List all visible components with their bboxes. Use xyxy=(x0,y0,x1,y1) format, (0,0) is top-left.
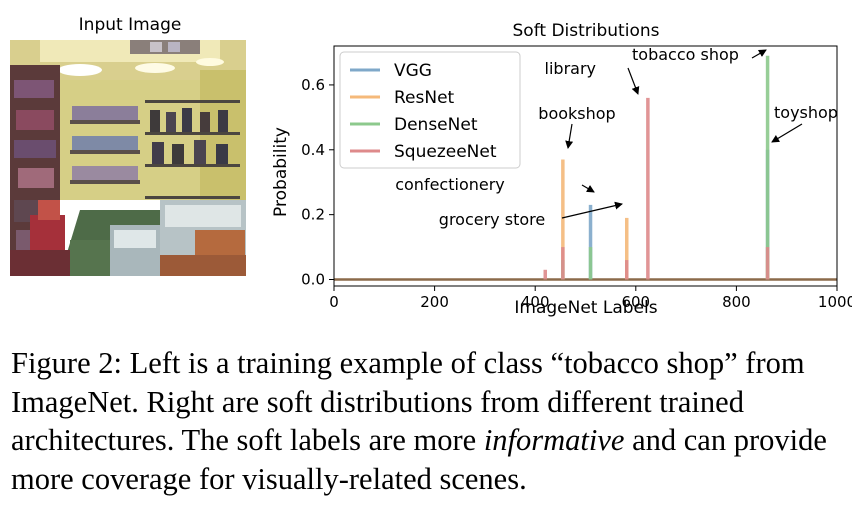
shop-interior-photo xyxy=(10,40,246,276)
plot-frame xyxy=(333,45,838,287)
y-tick-label: 0.2 xyxy=(301,206,325,224)
input-image-title: Input Image xyxy=(78,15,182,35)
x-tick-label: 200 xyxy=(420,293,449,311)
series-densenet xyxy=(561,55,770,280)
caption-text-start: Figure 2: Left is a training example of … xyxy=(11,346,805,457)
chart-annotations: library tobacco shop bookshop toyshop confec… xyxy=(395,45,838,229)
y-tick-label: 0.0 xyxy=(301,271,325,289)
annotation-label: toyshop xyxy=(774,103,838,122)
y-tick-label: 0.6 xyxy=(301,76,325,94)
y-tick-label: 0.4 xyxy=(301,141,325,159)
annotation-label: bookshop xyxy=(538,104,615,123)
x-tick-label: 600 xyxy=(621,293,650,311)
annotation-label: tobacco shop xyxy=(632,45,739,64)
annotation-arrow xyxy=(771,123,803,143)
annotation-label: library xyxy=(545,59,596,78)
chart-legend: VGG ResNet DenseNet SquezeeNet xyxy=(339,51,521,169)
caption-emphasis: informative xyxy=(483,423,625,457)
annotation-arrow xyxy=(751,49,767,59)
annotation-arrow xyxy=(581,184,595,193)
x-tick-label: 400 xyxy=(521,293,550,311)
annotation-arrow xyxy=(627,67,640,95)
legend-label-densenet: DenseNet xyxy=(394,115,478,135)
soft-distributions-chart: Soft Distributions 0 200 400 600 800 10000.00… xyxy=(271,21,852,318)
x-tick-label: 1000 xyxy=(818,293,852,311)
legend-label-squezeenet: SquezeeNet xyxy=(394,142,497,162)
annotation-arrow xyxy=(561,201,623,219)
series-vgg xyxy=(588,149,770,280)
x-tick-label: 800 xyxy=(722,293,751,311)
annotation-arrow xyxy=(565,123,574,149)
series-squezeenet xyxy=(543,97,770,280)
figure-caption: Figure 2: Left is a training example of … xyxy=(11,344,851,498)
annotation-label: confectionery xyxy=(395,175,505,194)
x-axis-label: ImageNet Labels xyxy=(514,298,657,318)
y-axis-label: Probability xyxy=(271,127,291,217)
chart-axes: 0 200 400 600 800 1000 0.0 0.2 0.4 0.6 xyxy=(301,45,852,311)
legend-label-resnet: ResNet xyxy=(394,88,455,108)
chart-title: Soft Distributions xyxy=(513,21,660,41)
series-resnet xyxy=(561,159,770,280)
annotation-label: grocery store xyxy=(439,210,545,229)
plot-area xyxy=(334,55,837,281)
x-tick-label: 0 xyxy=(329,293,339,311)
legend-box xyxy=(339,51,521,169)
caption-text-end: and can provide more coverage for visual… xyxy=(11,423,827,496)
legend-label-vgg: VGG xyxy=(394,61,432,81)
